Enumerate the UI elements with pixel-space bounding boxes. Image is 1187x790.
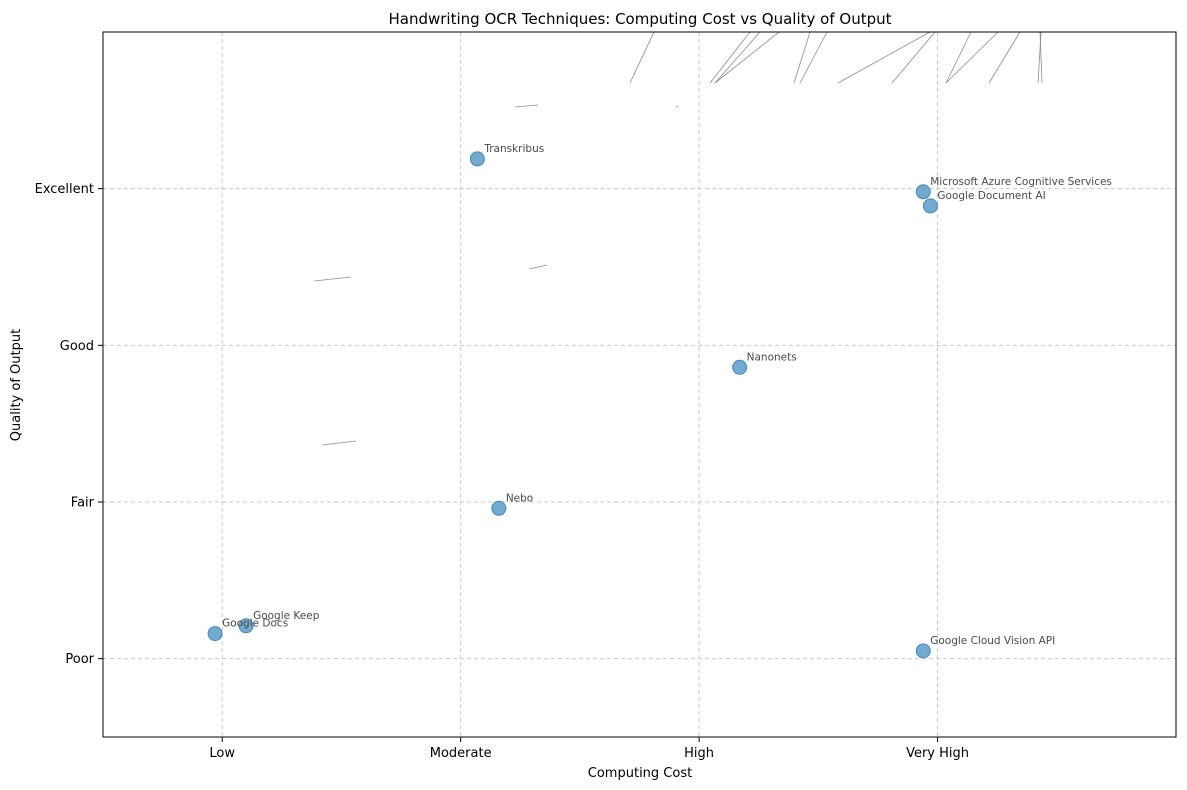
point-google-cloud-vision-api [915, 643, 931, 659]
point-microsoft-azure-cognitive-services [915, 184, 931, 200]
y-tick-label-poor: Poor [65, 652, 94, 667]
y-axis-label: Quality of Output [9, 329, 24, 441]
label-transkribus: Transkribus [483, 143, 544, 155]
connector-line [793, 31, 811, 84]
label-google-keep: Google Keep [253, 610, 320, 622]
x-axis-ticks: Low Moderate High Very High [209, 737, 969, 761]
y-axis-ticks: Poor Fair Good Excellent [35, 182, 103, 667]
label-google-docs: Google Docs [222, 618, 288, 630]
label-google-document-ai: Google Document AI [937, 190, 1045, 202]
point-nebo [491, 500, 507, 516]
label-google-cloud-vision-api: Google Cloud Vision API [930, 635, 1055, 647]
label-nanonets: Nanonets [747, 351, 797, 363]
point-google-keep [238, 618, 254, 634]
connector-line [514, 104, 539, 108]
connector-line [313, 276, 352, 282]
connector-line [891, 31, 936, 84]
connector-line [629, 31, 655, 84]
x-tick-label-high: High [684, 746, 714, 761]
point-nanonets [732, 359, 748, 375]
x-axis-label: Computing Cost [588, 766, 692, 781]
connector-line [945, 31, 972, 84]
annotation-connector-lines [313, 31, 1043, 446]
label-microsoft-azure-cognitive-services: Microsoft Azure Cognitive Services [930, 176, 1112, 188]
connector-line [945, 31, 999, 84]
connector-line [799, 31, 828, 84]
connector-line [709, 31, 751, 84]
y-tick-label-fair: Fair [71, 496, 95, 511]
connector-line [714, 31, 761, 84]
connector-line [837, 31, 931, 84]
plot-frame [102, 31, 1177, 738]
connector-line [675, 105, 679, 108]
connector-line [714, 31, 780, 84]
label-nebo: Nebo [506, 492, 533, 504]
x-tick-label-low: Low [209, 746, 235, 761]
y-tick-label-good: Good [60, 339, 94, 354]
chart-title: Handwriting OCR Techniques: Computing Co… [389, 10, 892, 28]
connector-line [988, 31, 1021, 84]
x-tick-label-very-high: Very High [906, 746, 969, 761]
connector-line [528, 264, 548, 270]
point-google-docs [207, 626, 223, 642]
grid-lines [103, 32, 1176, 737]
point-transkribus [469, 151, 485, 167]
data-points [207, 151, 938, 659]
connector-line [321, 440, 357, 446]
connector-line [1039, 31, 1043, 84]
x-tick-label-moderate: Moderate [430, 746, 492, 761]
data-point-labels: Transkribus Microsoft Azure Cognitive Ser… [222, 143, 1112, 647]
y-tick-label-excellent: Excellent [35, 182, 94, 197]
point-google-document-ai [922, 198, 938, 214]
